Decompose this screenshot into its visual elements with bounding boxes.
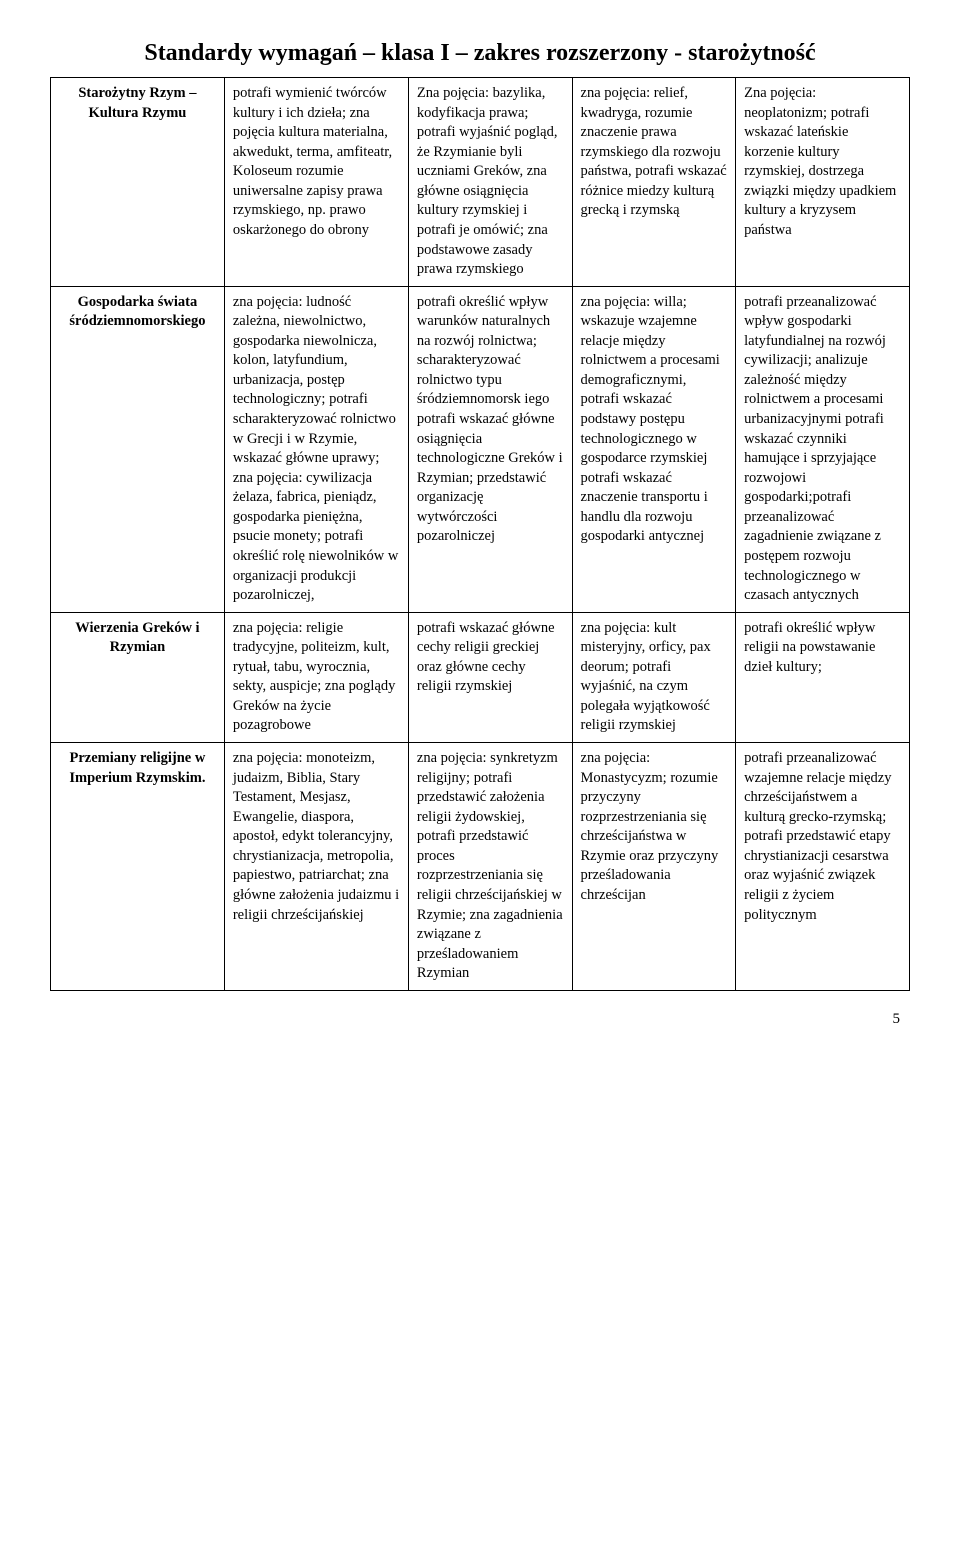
table-row: Wierzenia Greków i Rzymianzna pojęcia: r… bbox=[51, 612, 910, 742]
table-row: Przemiany religijne w Imperium Rzymskim.… bbox=[51, 743, 910, 991]
cell-text: potrafi przeanalizować wzajemne relacje … bbox=[736, 743, 910, 991]
cell-text: zna pojęcia: synkretyzm religijny; potra… bbox=[408, 743, 572, 991]
cell-text: zna pojęcia: relief, kwadryga, rozumie z… bbox=[572, 78, 736, 287]
cell-text: potrafi przeanalizować wpływ gospodarki … bbox=[736, 286, 910, 612]
table-row: Starożytny Rzym – Kultura Rzymupotrafi w… bbox=[51, 78, 910, 287]
standards-table: Starożytny Rzym – Kultura Rzymupotrafi w… bbox=[50, 77, 910, 991]
page-title: Standardy wymagań – klasa I – zakres roz… bbox=[50, 40, 910, 67]
row-label: Przemiany religijne w Imperium Rzymskim. bbox=[51, 743, 225, 991]
cell-text: zna pojęcia: kult misteryjny, orficy, pa… bbox=[572, 612, 736, 742]
cell-text: zna pojęcia: willa; wskazuje wzajemne re… bbox=[572, 286, 736, 612]
cell-text: zna pojęcia: ludność zależna, niewolnict… bbox=[224, 286, 408, 612]
cell-text: potrafi określić wpływ warunków naturaln… bbox=[408, 286, 572, 612]
page-number: 5 bbox=[50, 1011, 910, 1028]
table-row: Gospodarka świata śródziemnomorskiegozna… bbox=[51, 286, 910, 612]
cell-text: Zna pojęcia: neoplatonizm; potrafi wskaz… bbox=[736, 78, 910, 287]
row-label: Gospodarka świata śródziemnomorskiego bbox=[51, 286, 225, 612]
cell-text: Zna pojęcia: bazylika, kodyfikacja prawa… bbox=[408, 78, 572, 287]
cell-text: potrafi wymienić twórców kultury i ich d… bbox=[224, 78, 408, 287]
cell-text: potrafi wskazać główne cechy religii gre… bbox=[408, 612, 572, 742]
cell-text: potrafi określić wpływ religii na powsta… bbox=[736, 612, 910, 742]
cell-text: zna pojęcia: religie tradycyjne, politei… bbox=[224, 612, 408, 742]
cell-text: zna pojęcia: monoteizm, judaizm, Biblia,… bbox=[224, 743, 408, 991]
row-label: Starożytny Rzym – Kultura Rzymu bbox=[51, 78, 225, 287]
cell-text: zna pojęcia: Monastycyzm; rozumie przycz… bbox=[572, 743, 736, 991]
row-label: Wierzenia Greków i Rzymian bbox=[51, 612, 225, 742]
